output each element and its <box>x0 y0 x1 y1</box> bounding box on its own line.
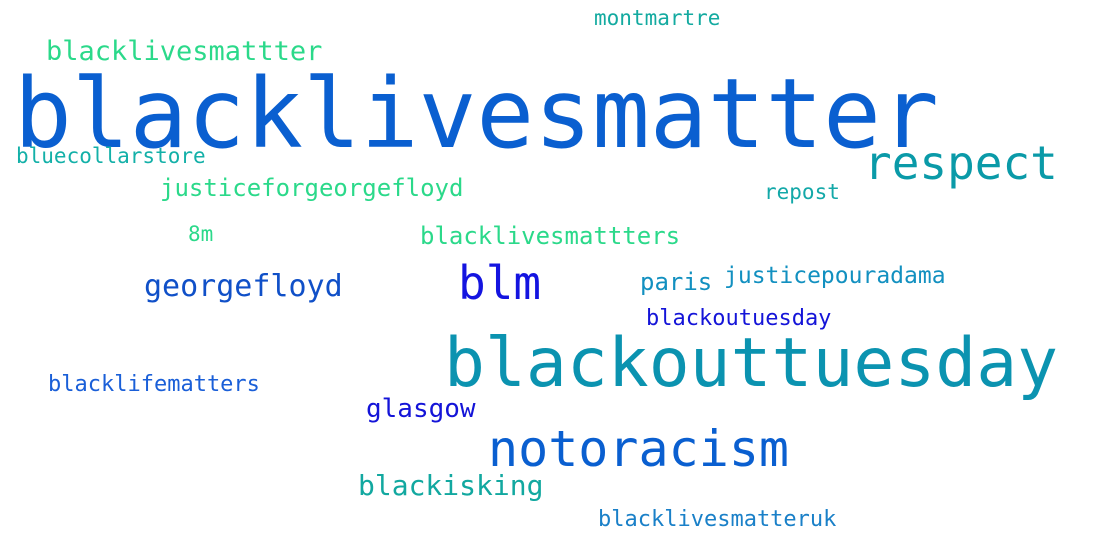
word-blacklivesmatteruk: blacklivesmatteruk <box>598 507 837 532</box>
word-blackouttuesday: blackouttuesday <box>444 324 1059 403</box>
word-blm: blm <box>458 256 542 310</box>
word-bluecollarstore: bluecollarstore <box>16 144 206 168</box>
word-glasgow: glasgow <box>366 394 476 424</box>
word-blacklifematters: blacklifematters <box>48 372 260 397</box>
word-respect: respect <box>864 136 1058 190</box>
word-montmartre: montmartre <box>594 6 721 30</box>
word-justiceforgeorgefloyd: justiceforgeorgefloyd <box>160 174 464 202</box>
word-repost: repost <box>764 180 840 204</box>
word-blacklivesmattters: blacklivesmattters <box>420 222 681 250</box>
word-notoracism: notoracism <box>488 420 790 478</box>
word-paris: paris <box>640 268 713 296</box>
word-georgefloyd: georgefloyd <box>144 269 343 304</box>
word-blackoutuesday: blackoutuesday <box>646 306 832 331</box>
word-blacklivesmattter: blacklivesmattter <box>46 36 323 67</box>
word-8m: 8m <box>188 222 214 246</box>
word-blackisking: blackisking <box>358 469 544 502</box>
word-blacklivesmatter: blacklivesmatter <box>14 58 939 170</box>
word-justicepouradama: justicepouradama <box>724 263 946 289</box>
